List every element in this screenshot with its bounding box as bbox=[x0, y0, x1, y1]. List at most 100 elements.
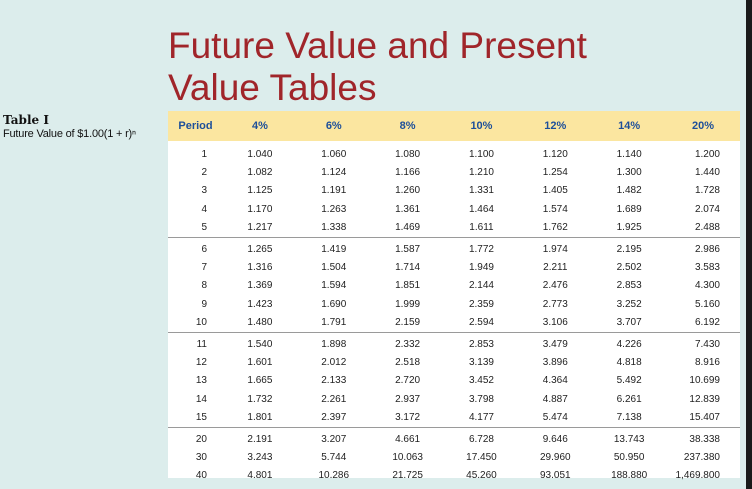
value-cell: 17.450 bbox=[466, 451, 497, 463]
value-cell: 5.492 bbox=[616, 375, 642, 387]
value-cell: 2.488 bbox=[694, 222, 720, 234]
value-cell: 1.120 bbox=[542, 148, 568, 160]
value-cell: 2.144 bbox=[468, 280, 494, 292]
right-edge-bar bbox=[746, 0, 752, 489]
value-cell: 3.106 bbox=[542, 317, 568, 329]
period-cell: 6 bbox=[168, 236, 223, 259]
value-cell: 2.359 bbox=[468, 298, 494, 310]
value-cell: 2.502 bbox=[616, 262, 642, 274]
table-row: 5 1.217 1.338 1.469 1.611 1.762 1.925 2.488 bbox=[168, 219, 740, 238]
period-cell: 3 bbox=[201, 185, 207, 197]
value-cell: 2.332 bbox=[370, 331, 445, 354]
value-cell: 1.080 bbox=[395, 148, 421, 160]
value-cell: 1.898 bbox=[296, 331, 371, 354]
value-cell: 1.611 bbox=[469, 222, 494, 234]
value-cell: 1.851 bbox=[395, 280, 421, 292]
value-cell: 1.601 bbox=[247, 356, 273, 368]
value-cell: 1.665 bbox=[247, 375, 273, 387]
value-cell: 2.773 bbox=[542, 298, 568, 310]
value-cell: 1.260 bbox=[395, 185, 421, 197]
value-cell: 2.937 bbox=[395, 393, 421, 405]
value-cell: 45.260 bbox=[466, 470, 497, 482]
value-cell: 2.012 bbox=[321, 356, 347, 368]
page-title: Future Value and Present Value Tables bbox=[168, 25, 728, 109]
value-cell: 1.124 bbox=[321, 167, 347, 179]
value-cell: 1.125 bbox=[247, 185, 273, 197]
value-cell: 2.261 bbox=[321, 393, 347, 405]
value-cell: 50.950 bbox=[613, 451, 645, 463]
header-period: Period bbox=[168, 111, 223, 141]
table-row: 8 1.369 1.594 1.851 2.144 2.476 2.853 4.300 bbox=[168, 277, 740, 295]
value-cell: 2.195 bbox=[592, 236, 667, 259]
value-cell: 1.504 bbox=[321, 262, 347, 274]
period-cell: 15 bbox=[195, 412, 207, 424]
value-cell: 1.405 bbox=[542, 185, 568, 197]
page-title-line-1: Future Value and Present bbox=[168, 24, 587, 66]
value-cell: 1.574 bbox=[542, 203, 568, 215]
value-cell: 13.743 bbox=[592, 426, 667, 449]
value-cell: 1,469.800 bbox=[675, 470, 721, 482]
value-cell: 1.300 bbox=[616, 167, 642, 179]
value-cell: 1.217 bbox=[247, 222, 273, 234]
header-rate: 14% bbox=[592, 111, 667, 141]
value-cell: 2.853 bbox=[444, 331, 519, 354]
value-cell: 3.243 bbox=[247, 451, 273, 463]
table-row: 4 1.170 1.263 1.361 1.464 1.574 1.689 2.074 bbox=[168, 200, 740, 218]
value-cell: 1.210 bbox=[468, 167, 494, 179]
value-cell: 2.191 bbox=[223, 426, 297, 449]
value-cell: 10.286 bbox=[318, 470, 350, 482]
value-cell: 3.479 bbox=[518, 331, 593, 354]
value-cell: 5.160 bbox=[694, 298, 720, 310]
table-header-row: Period 4% 6% 8% 10% 12% 14% 20% bbox=[168, 111, 740, 141]
table-row: 40 4.801 10.286 21.725 45.260 93.051 188.880 1,… bbox=[168, 467, 740, 485]
value-cell: 1.166 bbox=[395, 167, 421, 179]
value-cell: 1.265 bbox=[223, 236, 297, 259]
period-cell: 40 bbox=[195, 470, 207, 482]
value-cell: 10.699 bbox=[689, 375, 720, 387]
value-cell: 1.772 bbox=[444, 236, 519, 259]
value-cell: 93.051 bbox=[540, 470, 571, 482]
value-cell: 1.690 bbox=[321, 298, 347, 310]
table-row: 30 3.243 5.744 10.063 17.450 29.960 50.950 237.… bbox=[168, 448, 740, 466]
value-cell: 1.170 bbox=[247, 203, 273, 215]
period-cell: 7 bbox=[201, 262, 207, 274]
value-cell: 1.480 bbox=[247, 317, 273, 329]
value-cell: 5.474 bbox=[542, 412, 568, 424]
table-row: 9 1.423 1.690 1.999 2.359 2.773 3.252 5.160 bbox=[168, 295, 740, 313]
value-cell: 1.464 bbox=[468, 203, 494, 215]
value-cell: 2.594 bbox=[468, 317, 494, 329]
period-cell: 2 bbox=[201, 167, 207, 179]
table-row: 14 1.732 2.261 2.937 3.798 4.887 6.261 12.839 bbox=[168, 390, 740, 408]
value-cell: 3.896 bbox=[542, 356, 568, 368]
value-cell: 38.338 bbox=[666, 426, 740, 449]
value-cell: 15.407 bbox=[689, 412, 720, 424]
value-cell: 3.252 bbox=[616, 298, 642, 310]
value-cell: 1.331 bbox=[468, 185, 494, 197]
value-cell: 6.192 bbox=[694, 317, 720, 329]
table-row: 10 1.480 1.791 2.159 2.594 3.106 3.707 6.192 bbox=[168, 314, 740, 333]
table-label: Table I bbox=[3, 113, 49, 127]
value-cell: 188.880 bbox=[611, 470, 648, 482]
value-cell: 2.074 bbox=[694, 203, 720, 215]
value-cell: 4.300 bbox=[694, 280, 720, 292]
value-cell: 3.207 bbox=[296, 426, 371, 449]
value-cell: 6.261 bbox=[616, 393, 642, 405]
value-cell: 237.380 bbox=[683, 451, 720, 463]
table-row: 6 1.265 1.419 1.587 1.772 1.974 2.195 2.986 bbox=[168, 236, 740, 259]
value-cell: 1.316 bbox=[247, 262, 273, 274]
value-cell: 1.423 bbox=[247, 298, 273, 310]
value-cell: 1.361 bbox=[395, 203, 421, 215]
period-cell: 9 bbox=[201, 298, 207, 310]
value-cell: 2.986 bbox=[666, 236, 740, 259]
table-row: 12 1.601 2.012 2.518 3.139 3.896 4.818 8.916 bbox=[168, 353, 740, 371]
value-cell: 3.139 bbox=[468, 356, 494, 368]
value-cell: 1.369 bbox=[247, 280, 273, 292]
value-cell: 1.714 bbox=[395, 262, 421, 274]
table-row: 11 1.540 1.898 2.332 2.853 3.479 4.226 7.430 bbox=[168, 331, 740, 354]
value-cell: 29.960 bbox=[540, 451, 571, 463]
value-cell: 4.887 bbox=[542, 393, 568, 405]
period-cell: 5 bbox=[201, 222, 207, 234]
value-cell: 1.949 bbox=[468, 262, 494, 274]
table-row: 3 1.125 1.191 1.260 1.331 1.405 1.482 1.728 bbox=[168, 182, 740, 200]
header-rate: 6% bbox=[296, 111, 371, 141]
